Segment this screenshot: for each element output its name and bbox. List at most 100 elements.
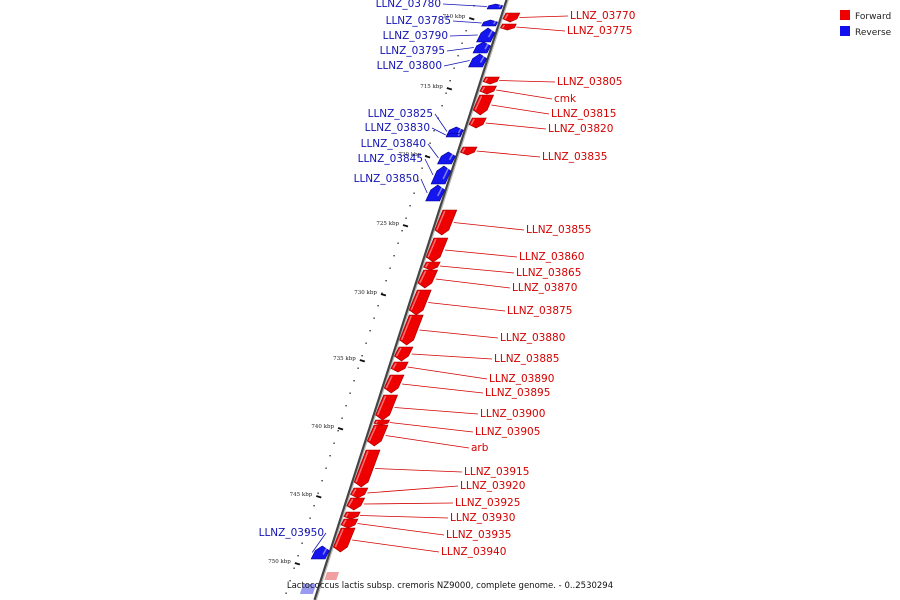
gene-feature-LLNZ_03770[interactable] [502, 12, 521, 23]
gene-label-LLNZ_03845[interactable]: LLNZ_03845 [358, 153, 423, 165]
gene-label-LLNZ_03935[interactable]: LLNZ_03935 [446, 529, 511, 541]
legend-forward-label: Forward [855, 12, 891, 22]
ruler-minor-tick [333, 442, 335, 444]
leader-line [428, 302, 506, 312]
gene-label-LLNZ_03950[interactable]: LLNZ_03950 [259, 527, 324, 539]
gene-label-LLNZ_03860[interactable]: LLNZ_03860 [519, 251, 584, 263]
ruler-major-tick [294, 562, 301, 566]
gene-feature-LLNZ_03890[interactable] [390, 361, 409, 373]
leader-line [363, 502, 454, 505]
gene-label-LLNZ_03880[interactable]: LLNZ_03880 [500, 332, 565, 344]
gene-feature-LLNZ_03950[interactable] [310, 545, 330, 560]
gene-label-LLNZ_03915[interactable]: LLNZ_03915 [464, 466, 529, 478]
gene-feature-LLNZ_03940[interactable] [332, 527, 356, 553]
gene-label-LLNZ_03930[interactable]: LLNZ_03930 [450, 512, 515, 524]
gene-label-LLNZ_03855[interactable]: LLNZ_03855 [526, 224, 591, 236]
leader-line [375, 468, 463, 473]
gene-label-LLNZ_03795[interactable]: LLNZ_03795 [380, 45, 445, 57]
gene-feature-LLNZ_03920[interactable] [350, 487, 369, 499]
gene-feature-shine [376, 395, 387, 416]
gene-feature-LLNZ_03865[interactable] [423, 261, 441, 271]
gene-feature-LLNZ_03785[interactable] [481, 19, 499, 27]
gene-label-LLNZ_03820[interactable]: LLNZ_03820 [548, 123, 613, 135]
gene-label-LLNZ_03840[interactable]: LLNZ_03840 [361, 138, 426, 150]
gene-feature-LLNZ_03840[interactable] [437, 151, 456, 165]
leader-line [411, 353, 493, 360]
gene-feature-LLNZ_03860[interactable] [425, 237, 449, 263]
ruler-minor-tick [421, 167, 423, 169]
gene-feature-LLNZ_03915[interactable] [353, 449, 381, 488]
gene-feature-LLNZ_03850[interactable] [425, 184, 446, 202]
gene-label-LLNZ_03835[interactable]: LLNZ_03835 [542, 151, 607, 163]
gene-label-LLNZ_03940[interactable]: LLNZ_03940 [441, 546, 506, 558]
gene-label-LLNZ_03905[interactable]: LLNZ_03905 [475, 426, 540, 438]
ruler-minor-tick [345, 405, 347, 407]
gene-label-LLNZ_03775[interactable]: LLNZ_03775 [567, 25, 632, 37]
gene-label-LLNZ_03830[interactable]: LLNZ_03830 [365, 122, 430, 134]
leader-line [442, 3, 487, 7]
gene-label-LLNZ_03850[interactable]: LLNZ_03850 [354, 173, 419, 185]
gene-label-LLNZ_03870[interactable]: LLNZ_03870 [512, 282, 577, 294]
gene-feature-cmk[interactable] [479, 85, 497, 95]
gene-label-LLNZ_03800[interactable]: LLNZ_03800 [377, 60, 442, 72]
gene-feature-shine [481, 86, 486, 92]
gene-feature-LLNZ_03870[interactable] [417, 269, 439, 289]
gene-feature-LLNZ_03795[interactable] [472, 41, 491, 54]
gene-label-LLNZ_03865[interactable]: LLNZ_03865 [516, 267, 581, 279]
ruler-minor-tick [373, 317, 375, 319]
gene-label-LLNZ_03825[interactable]: LLNZ_03825 [368, 108, 433, 120]
gene-feature-shine [385, 375, 393, 389]
gene-feature-LLNZ_03780[interactable] [486, 3, 504, 10]
gene-label-LLNZ_03890[interactable]: LLNZ_03890 [489, 373, 554, 385]
gene-feature-LLNZ_03935[interactable] [340, 518, 359, 529]
gene-label-LLNZ_03895[interactable]: LLNZ_03895 [485, 387, 550, 399]
leader-line [424, 158, 434, 176]
gene-label-LLNZ_03920[interactable]: LLNZ_03920 [460, 480, 525, 492]
leader-line [419, 329, 499, 339]
gene-label-LLNZ_03900[interactable]: LLNZ_03900 [480, 408, 545, 420]
ruler-major-tick [468, 17, 475, 21]
ruler-minor-tick [325, 467, 327, 469]
gene-label-LLNZ_03815[interactable]: LLNZ_03815 [551, 108, 616, 120]
ruler-minor-tick [441, 105, 443, 107]
gene-feature-LLNZ_03885[interactable] [394, 346, 414, 362]
gene-feature-LLNZ_03815[interactable] [472, 94, 495, 116]
gene-feature-LLNZ_03895[interactable] [383, 374, 405, 394]
gene-label-LLNZ_03875[interactable]: LLNZ_03875 [507, 305, 572, 317]
gene-feature-LLNZ_03800[interactable] [468, 53, 488, 68]
gene-label-cmk[interactable]: cmk [554, 93, 577, 105]
gene-labels: LLNZ_03770 LLNZ_03775 LLNZ_03780 LLNZ_03785… [259, 0, 636, 558]
tick-label: 720 kbp [398, 152, 421, 158]
gene-feature-LLNZ_03855[interactable] [434, 209, 458, 236]
gene-feature-LLNZ_03875[interactable] [408, 289, 432, 316]
gene-feature-LLNZ_03845[interactable] [430, 165, 452, 185]
gene-feature-LLNZ_03905[interactable] [373, 419, 391, 426]
leader-line [476, 150, 541, 158]
gene-feature-LLNZ_03925[interactable] [346, 497, 366, 511]
genome-caption: Lactococcus lactis subsp. cremoris NZ900… [287, 581, 613, 591]
gene-label-LLNZ_03780[interactable]: LLNZ_03780 [376, 0, 441, 10]
gene-label-LLNZ_03805[interactable]: LLNZ_03805 [557, 76, 622, 88]
gene-feature-LLNZ_03900[interactable] [375, 394, 399, 421]
gene-feature-LLNZ_03830[interactable] [445, 132, 462, 138]
gene-feature-LLNZ_03820[interactable] [468, 117, 487, 129]
leader-line [435, 278, 511, 289]
gene-label-arb[interactable]: arb [471, 442, 489, 454]
leader-line [407, 366, 488, 380]
gene-feature-shine [322, 546, 328, 555]
gene-feature-arb[interactable] [366, 424, 389, 447]
ruler-major-tick [359, 359, 366, 363]
gene-feature-LLNZ_03775[interactable] [499, 23, 517, 31]
gene-feature-LLNZ_03835[interactable] [459, 146, 478, 156]
leader-line [431, 127, 446, 136]
gene-label-LLNZ_03925[interactable]: LLNZ_03925 [455, 497, 520, 509]
gene-label-LLNZ_03885[interactable]: LLNZ_03885 [494, 353, 559, 365]
gene-feature-LLNZ_03805[interactable] [482, 76, 500, 85]
gene-label-LLNZ_03785[interactable]: LLNZ_03785 [386, 15, 451, 27]
gene-feature-shine [351, 488, 357, 495]
gene-label-LLNZ_03790[interactable]: LLNZ_03790 [383, 30, 448, 42]
gene-label-LLNZ_03770[interactable]: LLNZ_03770 [570, 10, 635, 22]
tick-label: 740 kbp [311, 424, 334, 430]
gene-feature-LLNZ_03930[interactable] [343, 511, 361, 520]
gene-feature-LLNZ_03880[interactable] [399, 314, 424, 346]
